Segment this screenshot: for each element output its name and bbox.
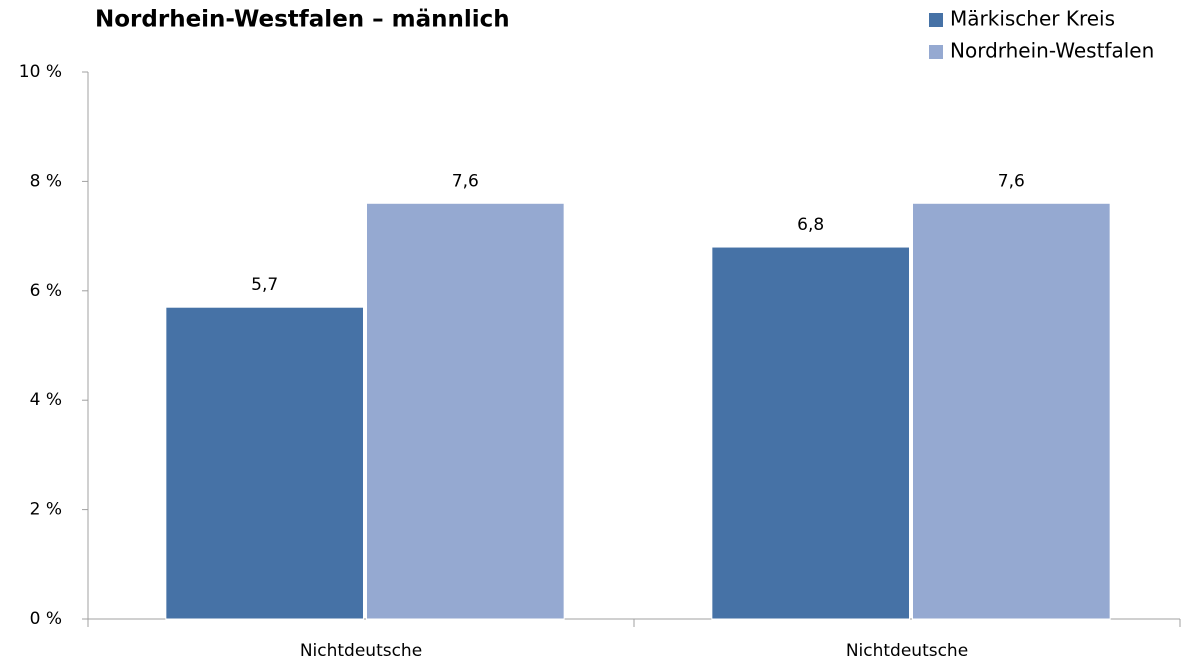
legend-label: Nordrhein-Westfalen <box>950 39 1154 63</box>
y-tick-label: 2 % <box>30 500 62 520</box>
y-tick-label: 4 % <box>30 390 62 410</box>
y-tick-label: 0 % <box>30 609 62 629</box>
value-label: 5,7 <box>251 275 278 295</box>
x-tick-label: Nichtdeutsche <box>846 641 968 661</box>
y-tick-label: 6 % <box>30 281 62 301</box>
bar <box>366 202 565 620</box>
bar <box>912 202 1111 620</box>
x-tick-label: Nichtdeutsche <box>300 641 422 661</box>
chart-title: Nordrhein-Westfalen – männlich <box>95 7 510 33</box>
value-label: 7,6 <box>998 171 1025 191</box>
legend-swatch <box>929 45 943 59</box>
y-tick-label: 8 % <box>30 171 62 191</box>
y-tick-label: 10 % <box>19 62 62 82</box>
legend-label: Märkischer Kreis <box>950 7 1115 31</box>
legend-swatch <box>929 13 943 27</box>
bar <box>711 246 911 620</box>
value-label: 6,8 <box>797 215 824 235</box>
bar <box>165 306 364 620</box>
value-label: 7,6 <box>452 171 479 191</box>
